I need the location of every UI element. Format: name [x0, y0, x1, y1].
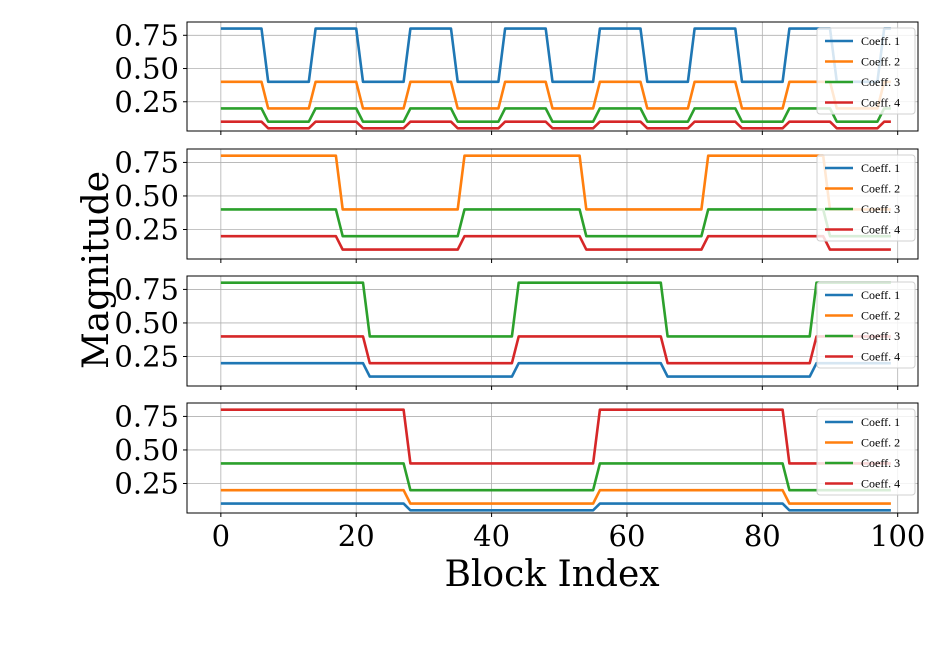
- y-tick-label: 0.50: [114, 433, 179, 467]
- y-tick-label: 0.50: [114, 52, 179, 86]
- legend: Coeff. 1 Coeff. 2 Coeff. 3 Coeff. 4: [816, 154, 916, 242]
- x-tick-label: 0: [212, 519, 230, 553]
- axes-frame: [186, 21, 919, 132]
- legend: Coeff. 1 Coeff. 2 Coeff. 3 Coeff. 4: [816, 27, 916, 115]
- legend-label: Coeff. 1: [861, 161, 900, 175]
- series-line-coeff-3: [220, 281, 891, 338]
- legend: Coeff. 1 Coeff. 2 Coeff. 3 Coeff. 4: [816, 281, 916, 369]
- series-line-coeff-1: [220, 27, 891, 84]
- x-tick-labels: 0 20 40 60 80 100: [212, 519, 926, 553]
- series-line-coeff-4: [220, 408, 891, 465]
- y-tick-label: 0.50: [114, 306, 179, 340]
- legend: Coeff. 1 Coeff. 2 Coeff. 3 Coeff. 4: [816, 408, 916, 496]
- y-tick-label: 0.75: [114, 18, 179, 52]
- series-line-coeff-2: [220, 488, 891, 505]
- y-tick-label: 0.50: [114, 179, 179, 213]
- legend-label: Coeff. 2: [861, 436, 900, 450]
- y-axis-label: Magnitude: [76, 171, 117, 369]
- series-line-coeff-4: [220, 335, 891, 365]
- x-tick-label: 20: [338, 519, 375, 553]
- series-line-coeff-1: [220, 361, 891, 378]
- legend-label: Coeff. 3: [861, 456, 900, 470]
- y-tick-label: 0.75: [114, 145, 179, 179]
- x-tick-label: 60: [609, 519, 646, 553]
- y-tick-label: 0.25: [114, 85, 179, 119]
- y-tick-label: 0.25: [114, 212, 179, 246]
- legend-label: Coeff. 4: [861, 477, 900, 491]
- y-tick-label: 0.75: [114, 399, 179, 433]
- legend-box: [816, 281, 916, 369]
- y-tick-label: 0.75: [114, 272, 179, 306]
- x-tick-label: 40: [473, 519, 510, 553]
- legend-label: Coeff. 3: [861, 329, 900, 343]
- legend-label: Coeff. 4: [861, 96, 900, 110]
- legend-label: Coeff. 3: [861, 202, 900, 216]
- series-line-coeff-3: [220, 462, 891, 492]
- series-line-coeff-3: [220, 208, 891, 238]
- legend-label: Coeff. 1: [861, 415, 900, 429]
- series-line-coeff-2: [220, 154, 891, 211]
- y-tick-label: 0.25: [114, 466, 179, 500]
- axes-frame: [186, 275, 919, 387]
- series-line-coeff-2: [220, 80, 891, 110]
- series-line-coeff-4: [220, 234, 891, 251]
- series-line-coeff-4: [220, 120, 891, 130]
- legend-box: [816, 27, 916, 115]
- legend-box: [816, 154, 916, 242]
- legend-label: Coeff. 2: [861, 55, 900, 69]
- axes-frame: [186, 402, 919, 514]
- legend-label: Coeff. 4: [861, 350, 900, 364]
- legend-box: [816, 408, 916, 496]
- x-axis-label: Block Index: [444, 554, 659, 595]
- y-tick-label: 0.25: [114, 339, 179, 373]
- legend-label: Coeff. 2: [861, 182, 900, 196]
- x-tick-label: 100: [870, 519, 925, 553]
- legend-label: Coeff. 1: [861, 34, 900, 48]
- x-tick-label: 80: [744, 519, 781, 553]
- series-line-coeff-3: [220, 107, 891, 123]
- series-line-coeff-1: [220, 502, 891, 512]
- legend-label: Coeff. 3: [861, 75, 900, 89]
- legend-label: Coeff. 1: [861, 288, 900, 302]
- axes-frame: [186, 148, 919, 260]
- legend-label: Coeff. 2: [861, 309, 900, 323]
- legend-label: Coeff. 4: [861, 223, 900, 237]
